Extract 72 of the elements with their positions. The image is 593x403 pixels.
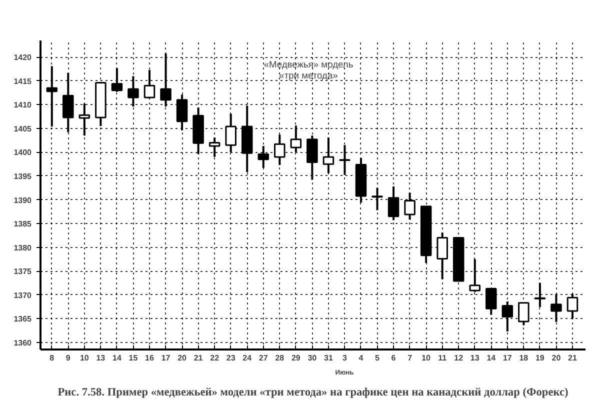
candlestick bbox=[225, 112, 236, 154]
x-tick-label: 15 bbox=[128, 354, 138, 362]
annotation: «Медвежья» модель «три метода» bbox=[264, 60, 354, 80]
candlestick bbox=[78, 102, 90, 137]
text: Рис. 7.58. Пример «медвежьей» модели «три метода» на графике цен на канадский доллар (Форекс) bbox=[58, 386, 568, 398]
x-tick-label: 22 bbox=[210, 354, 220, 362]
x-tick-label: 16 bbox=[145, 354, 154, 362]
candlestick bbox=[144, 68, 156, 100]
x-tick-label: 5 bbox=[375, 354, 380, 362]
candlestick bbox=[111, 67, 123, 93]
x-tick-label: 24 bbox=[242, 354, 252, 362]
candlestick bbox=[258, 145, 270, 169]
x-tick-label: 28 bbox=[275, 354, 285, 362]
x-tick-label: 21 bbox=[568, 354, 578, 362]
candlestick bbox=[176, 94, 188, 132]
y-tick-label: 1410 bbox=[14, 100, 32, 110]
candlestick bbox=[502, 300, 514, 332]
y-tick-label: 1420 bbox=[14, 53, 32, 62]
y-tick-label: 1380 bbox=[14, 243, 32, 252]
x-tick-label: 17 bbox=[161, 354, 171, 362]
y-tick-label: 1375 bbox=[14, 267, 32, 276]
candlestick bbox=[404, 192, 416, 221]
x-tick-label: 23 bbox=[226, 354, 236, 362]
x-tick-label: 14 bbox=[112, 354, 122, 362]
candlestick bbox=[62, 72, 74, 134]
y-tick-label: 1360 bbox=[14, 338, 32, 348]
x-tick-label: 3 bbox=[342, 354, 348, 362]
x-tick-label: 10 bbox=[422, 354, 432, 362]
x-tick-label: 20 bbox=[552, 354, 562, 362]
y-tick-label: 1400 bbox=[14, 148, 32, 158]
x-tick-label: 9 bbox=[66, 354, 71, 362]
y-tick-label: 1415 bbox=[14, 76, 32, 86]
y-tick-label: 1370 bbox=[14, 290, 32, 300]
candlestick bbox=[128, 75, 139, 108]
y-tick-label: 1365 bbox=[14, 314, 32, 324]
y-tick-label: 1405 bbox=[14, 124, 32, 134]
x-tick-label: 18 bbox=[519, 354, 529, 362]
candlestick bbox=[436, 232, 448, 280]
x-tick-label: 10 bbox=[80, 354, 90, 362]
y-tick-label: 1385 bbox=[14, 220, 32, 229]
x-tick-label: 30 bbox=[308, 354, 318, 362]
candlestick bbox=[274, 134, 286, 166]
x-tick-label: 17 bbox=[502, 354, 512, 362]
x-tick-label: 29 bbox=[291, 354, 301, 362]
y-tick-label: 1395 bbox=[14, 172, 32, 181]
x-tick-label: 13 bbox=[96, 354, 106, 362]
candlestick bbox=[208, 136, 220, 158]
candlestick bbox=[322, 136, 334, 174]
candlestick bbox=[372, 186, 383, 212]
y-tick-label: 1390 bbox=[14, 196, 32, 205]
x-tick-label: 11 bbox=[438, 354, 448, 362]
x-tick-label: 4 bbox=[358, 354, 364, 362]
x-tick-label: 14 bbox=[486, 354, 496, 362]
candlestick bbox=[339, 144, 350, 176]
candlestick bbox=[469, 258, 481, 293]
candlestick bbox=[534, 282, 546, 308]
candlestick bbox=[290, 124, 302, 154]
x-tick-label: 8 bbox=[50, 354, 55, 362]
x-tick-label: 12 bbox=[454, 354, 464, 362]
x-tick-label: 7 bbox=[408, 354, 413, 362]
x-tick-label: 27 bbox=[258, 354, 268, 362]
x-tick-label: 20 bbox=[178, 354, 188, 362]
x-tick-label: 13 bbox=[470, 354, 480, 362]
candlestick bbox=[550, 292, 562, 323]
candlestick bbox=[306, 134, 318, 181]
candlestick bbox=[518, 302, 530, 326]
x-tick-label: 21 bbox=[194, 354, 204, 362]
candlestick bbox=[388, 185, 400, 222]
candlestick bbox=[486, 288, 497, 316]
x-tick-label: 31 bbox=[324, 354, 334, 362]
x-tick-label: 6 bbox=[391, 354, 396, 362]
x-tick-label: 19 bbox=[536, 354, 545, 362]
